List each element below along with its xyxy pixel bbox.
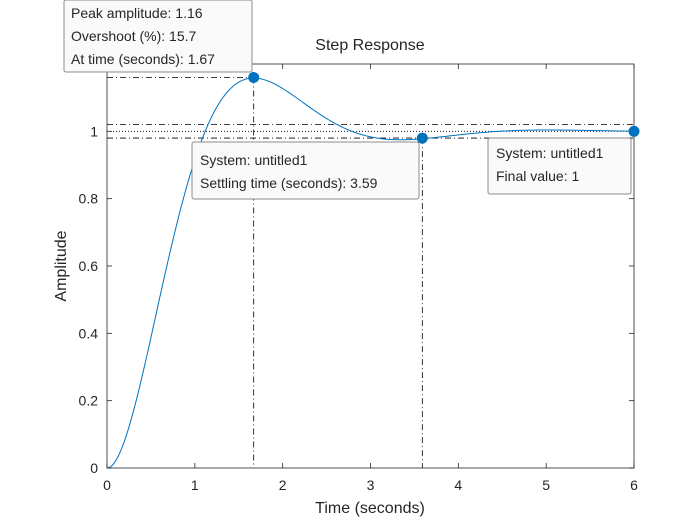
y-tick-label: 0.8 — [79, 191, 99, 207]
y-tick-label: 1 — [90, 123, 98, 139]
data-markers — [248, 71, 640, 144]
overshoot-text: Overshoot (%): 15.7 — [71, 28, 196, 44]
x-tick-label: 1 — [191, 477, 199, 493]
x-tick-label: 0 — [103, 477, 111, 493]
final-value-text: Final value: 1 — [496, 168, 579, 184]
peak-marker[interactable] — [248, 71, 260, 83]
settling-time-text: Settling time (seconds): 3.59 — [200, 175, 378, 191]
reference-lines — [107, 77, 634, 468]
final-value-marker[interactable] — [628, 125, 640, 137]
y-tick-label: 0.6 — [79, 258, 99, 274]
x-tick-label: 6 — [630, 477, 638, 493]
final-value-datatip[interactable]: System: untitled1 Final value: 1 — [487, 137, 632, 195]
settling-datatip-box — [191, 141, 420, 200]
peak-amplitude-text: Peak amplitude: 1.16 — [71, 5, 203, 21]
x-tick-label: 5 — [542, 477, 550, 493]
chart-title: Step Response — [315, 37, 425, 54]
y-tick-label: 0.2 — [79, 393, 99, 409]
y-tick-label: 0.4 — [79, 325, 99, 341]
x-tick-label: 3 — [367, 477, 375, 493]
x-tick-label: 2 — [279, 477, 287, 493]
settling-marker[interactable] — [416, 132, 428, 144]
y-axis-ticks: 0 0.2 0.4 0.6 0.8 1 — [79, 123, 634, 476]
final-value-datatip-box — [487, 137, 632, 195]
settling-datatip[interactable]: System: untitled1 Settling time (seconds… — [191, 141, 420, 200]
peak-datatip-box — [63, 0, 253, 73]
y-axis-label: Amplitude — [53, 230, 70, 301]
peak-time-text: At time (seconds): 1.67 — [71, 51, 215, 67]
settling-system-text: System: untitled1 — [200, 152, 308, 168]
x-axis-label: Time (seconds) — [315, 500, 425, 517]
x-tick-label: 4 — [454, 477, 462, 493]
y-tick-label: 0 — [90, 460, 98, 476]
final-system-text: System: untitled1 — [496, 145, 604, 161]
peak-datatip[interactable]: Peak amplitude: 1.16 Overshoot (%): 15.7… — [63, 0, 253, 73]
